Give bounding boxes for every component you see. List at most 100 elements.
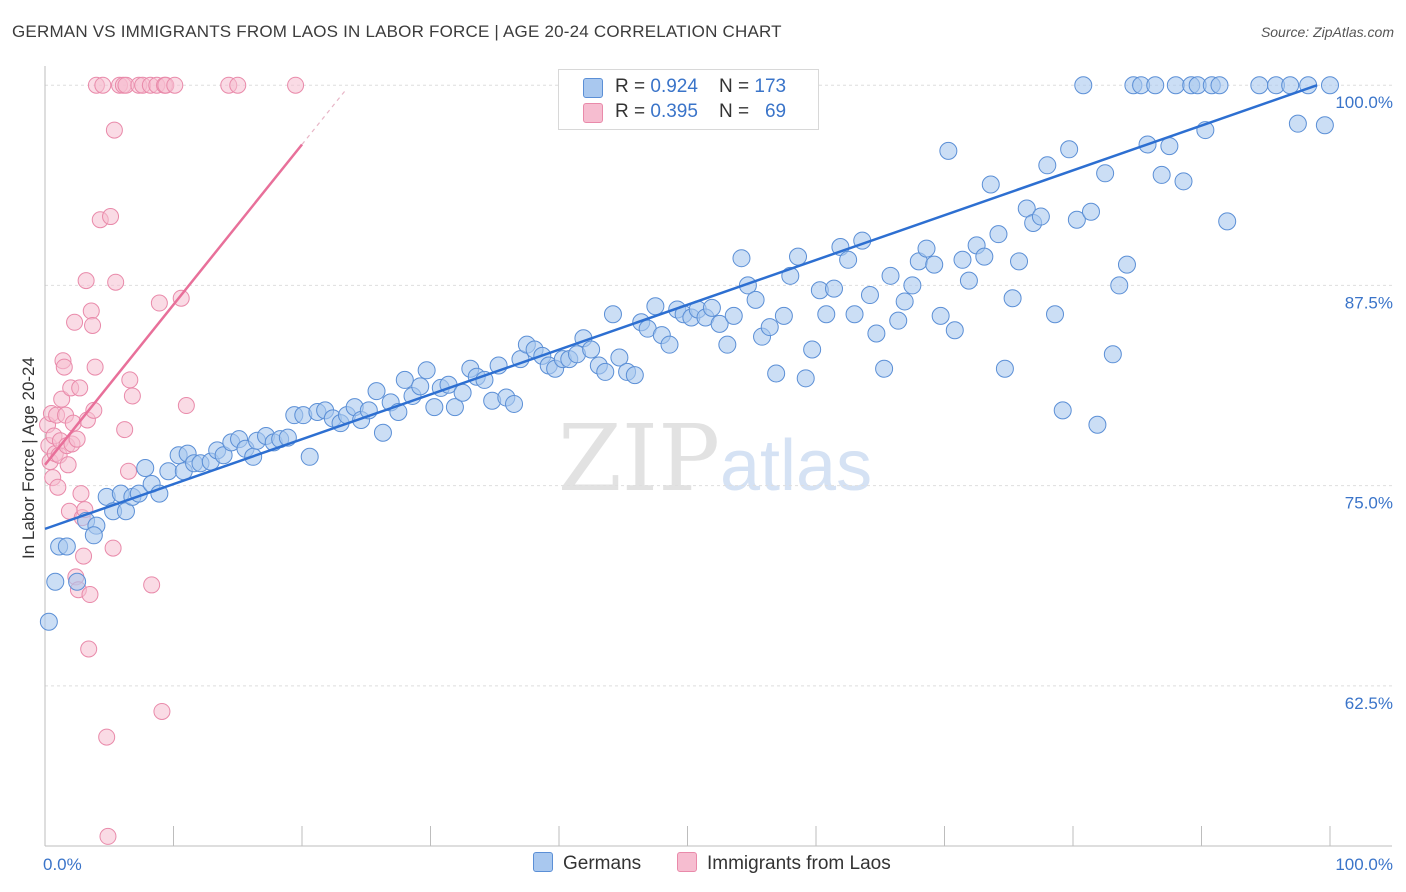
laos-point <box>104 539 122 557</box>
y-tick-label: 100.0% <box>1335 93 1393 112</box>
german-point <box>625 366 644 385</box>
german-point <box>959 271 978 290</box>
german-point <box>1210 76 1229 95</box>
german-point <box>1315 116 1334 135</box>
german-point <box>824 279 843 298</box>
laos-point <box>98 728 116 746</box>
german-point <box>774 306 793 325</box>
laos-point <box>71 379 89 397</box>
source-label: Source: ZipAtlas.com <box>1260 24 1394 40</box>
laos-point <box>123 387 141 405</box>
german-point <box>875 359 894 378</box>
german-point <box>995 359 1014 378</box>
german-point <box>1060 140 1079 159</box>
laos-point <box>120 462 138 480</box>
german-point <box>505 394 524 413</box>
german-point <box>603 305 622 324</box>
german-point <box>975 247 994 266</box>
german-point <box>596 362 615 381</box>
x-tick-label-start: 0.0% <box>43 855 82 874</box>
laos-point <box>53 390 71 408</box>
y-tick-label: 87.5% <box>1345 293 1393 312</box>
german-point <box>746 290 765 309</box>
german-point <box>718 335 737 354</box>
german-point <box>1174 172 1193 191</box>
laos-point <box>105 121 123 139</box>
german-point <box>1003 289 1022 308</box>
german-point <box>417 361 436 380</box>
german-point <box>917 239 936 258</box>
german-point <box>57 537 76 556</box>
chart-title: GERMAN VS IMMIGRANTS FROM LAOS IN LABOR … <box>12 22 782 41</box>
laos-point <box>66 313 84 331</box>
german-point <box>425 398 444 417</box>
german-point <box>803 340 822 359</box>
german-point <box>839 250 858 269</box>
legend-swatch-laos <box>583 103 603 123</box>
german-point <box>610 348 629 367</box>
german-point <box>1088 415 1107 434</box>
laos-point <box>84 316 102 334</box>
laos-trend-extension <box>301 88 348 145</box>
german-point <box>939 141 958 160</box>
german-point <box>925 255 944 274</box>
y-tick-label: 75.0% <box>1345 494 1393 513</box>
german-point <box>1046 305 1065 324</box>
german-point <box>1117 255 1136 274</box>
laos-point <box>55 358 73 376</box>
laos-point <box>77 272 95 290</box>
german-point <box>1010 252 1029 271</box>
german-point <box>796 369 815 388</box>
laos-point <box>107 273 125 291</box>
laos-point <box>177 397 195 415</box>
laos-point <box>86 358 104 376</box>
german-point <box>445 398 464 417</box>
laos-point <box>94 76 112 94</box>
german-point <box>860 286 879 305</box>
german-point <box>1146 76 1165 95</box>
german-point <box>1081 202 1100 221</box>
y-tick-label: 62.5% <box>1345 694 1393 713</box>
german-point <box>1321 76 1339 95</box>
german-point <box>1166 76 1185 95</box>
x-tick-label-end: 100.0% <box>1335 855 1393 874</box>
laos-point <box>99 827 117 845</box>
legend-n-value-germans: 173 <box>754 76 787 97</box>
german-point <box>136 459 155 478</box>
german-point <box>1218 212 1237 231</box>
german-point <box>1152 165 1171 184</box>
german-point <box>367 382 386 401</box>
german-point <box>1110 276 1129 295</box>
german-point <box>1250 76 1269 95</box>
laos-point <box>287 76 305 94</box>
german-point <box>1031 207 1050 226</box>
german-point <box>373 423 392 442</box>
legend-swatch-germans <box>583 78 603 98</box>
german-point <box>46 572 65 591</box>
german-point <box>989 225 1008 244</box>
watermark-atlas: atlas <box>720 426 872 506</box>
germans-trend-line <box>44 84 1318 531</box>
german-point <box>475 370 494 389</box>
german-point <box>453 383 472 402</box>
laos-point <box>75 547 93 565</box>
german-point <box>702 298 721 317</box>
german-point <box>1281 76 1300 95</box>
bottom-legend-germans: Germans <box>533 852 641 875</box>
german-point <box>710 314 729 333</box>
laos-point <box>166 76 184 94</box>
german-point <box>945 321 964 340</box>
german-point <box>68 572 87 591</box>
legend-r-label: R = <box>615 76 651 97</box>
german-point <box>646 297 665 316</box>
german-point <box>300 447 319 466</box>
german-point <box>159 462 178 481</box>
german-point <box>84 526 103 545</box>
bottom-legend-label-germans: Germans <box>563 853 642 874</box>
legend-n-label: N = <box>719 76 755 97</box>
german-point <box>931 306 950 325</box>
german-point <box>895 292 914 311</box>
german-point <box>981 175 1000 194</box>
german-point <box>767 364 786 383</box>
